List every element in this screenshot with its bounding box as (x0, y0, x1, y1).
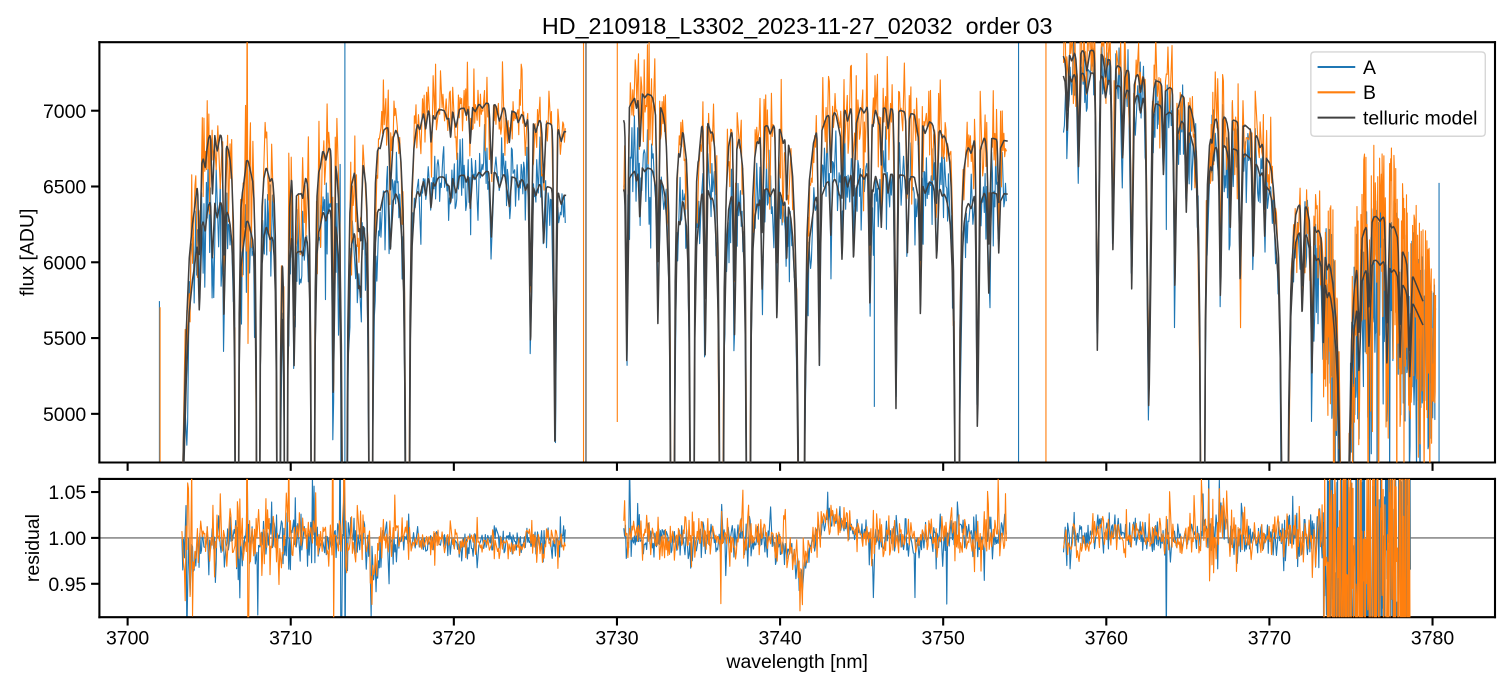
svg-text:3750: 3750 (922, 627, 965, 649)
svg-text:HD_210918_L3302_2023-11-27_020: HD_210918_L3302_2023-11-27_02032 order 0… (542, 13, 1053, 39)
svg-text:3710: 3710 (269, 627, 312, 649)
svg-text:5000: 5000 (43, 404, 86, 426)
svg-text:0.95: 0.95 (48, 574, 86, 596)
svg-text:telluric model: telluric model (1363, 107, 1478, 129)
svg-text:3760: 3760 (1085, 627, 1128, 649)
svg-text:7000: 7000 (43, 101, 86, 123)
svg-text:flux [ADU]: flux [ADU] (16, 209, 38, 297)
svg-text:1.00: 1.00 (48, 528, 86, 550)
svg-text:A: A (1363, 57, 1376, 79)
svg-text:6500: 6500 (43, 177, 86, 199)
svg-text:3700: 3700 (106, 627, 149, 649)
svg-text:B: B (1363, 82, 1376, 104)
svg-text:3730: 3730 (595, 627, 638, 649)
svg-text:3780: 3780 (1411, 627, 1454, 649)
svg-text:3720: 3720 (432, 627, 475, 649)
svg-text:1.05: 1.05 (48, 482, 86, 504)
svg-text:5500: 5500 (43, 328, 86, 350)
svg-text:wavelength [nm]: wavelength [nm] (725, 651, 868, 673)
svg-text:residual: residual (22, 514, 44, 582)
svg-text:3740: 3740 (758, 627, 801, 649)
svg-text:3770: 3770 (1248, 627, 1291, 649)
svg-text:6000: 6000 (43, 252, 86, 274)
